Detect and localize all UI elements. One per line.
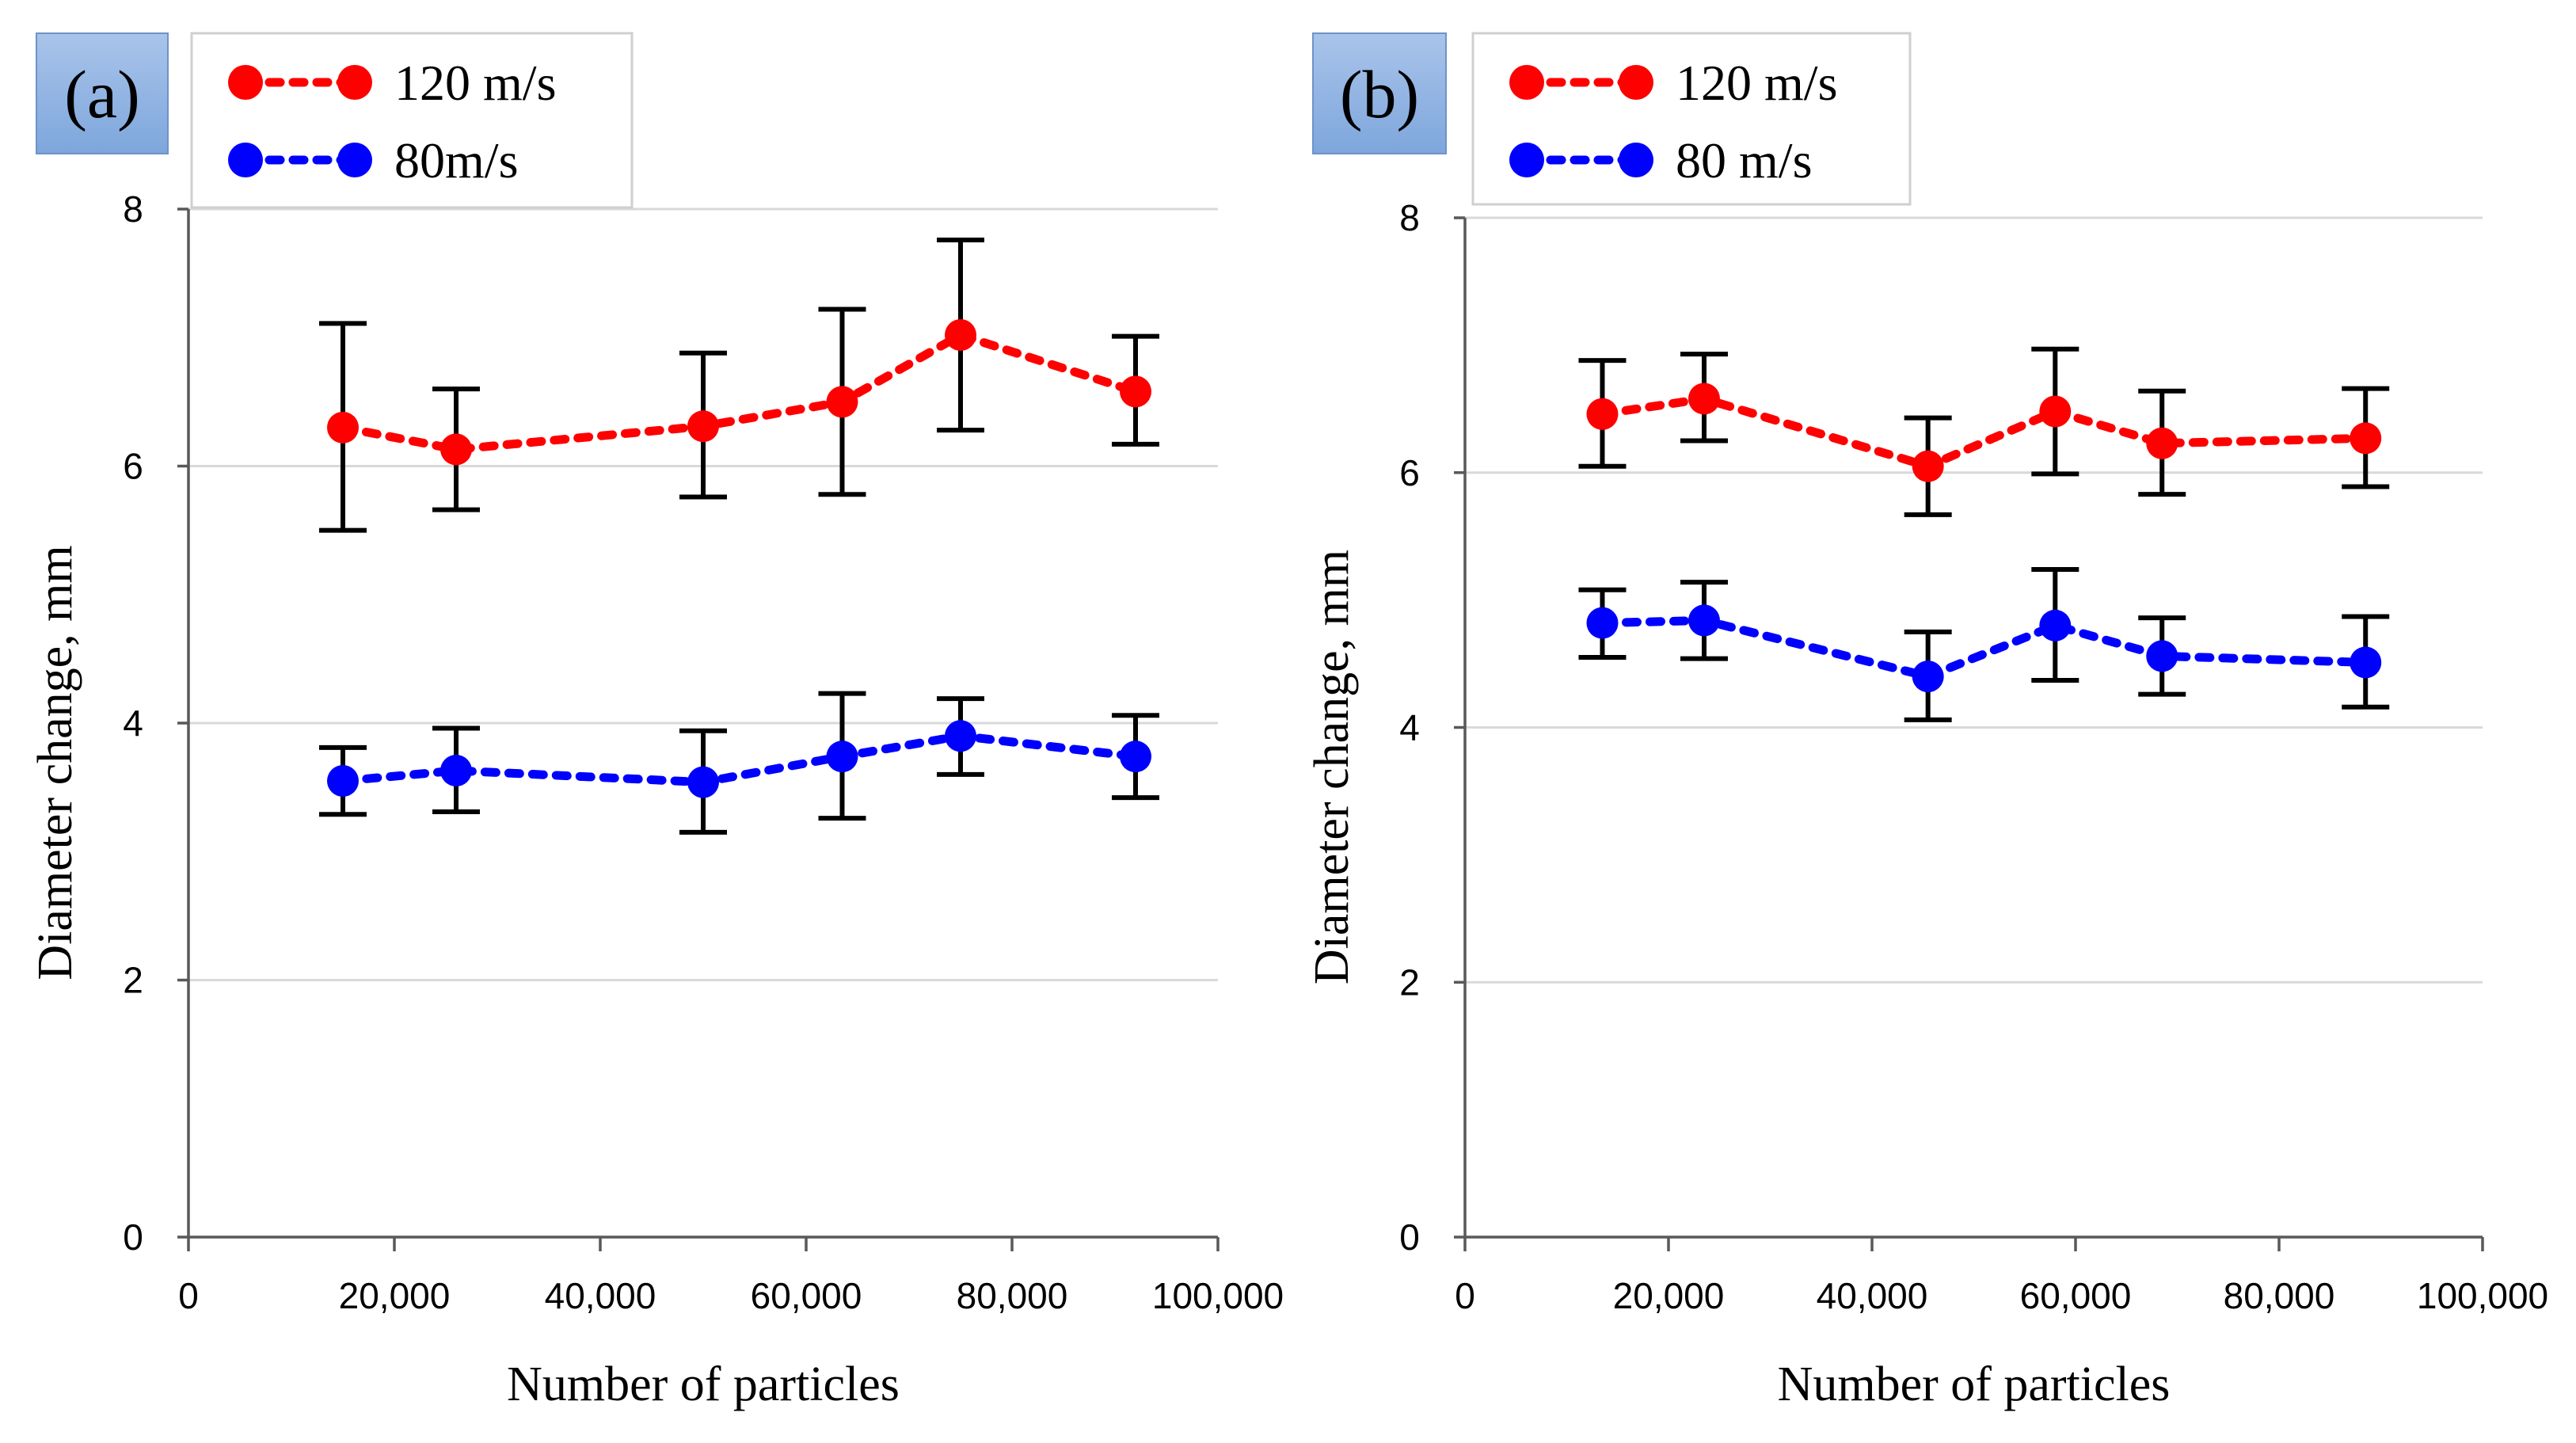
data-point <box>1688 383 1720 415</box>
legend: 120 m/s 80m/s <box>190 32 634 209</box>
series-line <box>338 330 1140 454</box>
data-point <box>2146 427 2178 459</box>
legend-marker <box>1619 65 1653 100</box>
x-axis-title: Number of particles <box>507 1357 900 1411</box>
legend-box <box>190 32 634 209</box>
legend-marker <box>1619 143 1653 177</box>
legend-marker <box>1509 143 1544 177</box>
y-tick-label: 0 <box>123 1216 143 1258</box>
x-tick-label: 0 <box>178 1275 199 1316</box>
data-point <box>327 411 359 444</box>
legend-label: 80 m/s <box>1676 132 1812 188</box>
data-point <box>945 319 976 352</box>
legend-box <box>1471 32 1912 206</box>
x-tick-label: 0 <box>1455 1275 1475 1316</box>
y-tick-label: 0 <box>1399 1216 1420 1258</box>
y-tick-label: 2 <box>1399 961 1420 1003</box>
x-tick-label: 60,000 <box>2020 1275 2132 1316</box>
panel-label-background <box>1312 32 1447 154</box>
data-point <box>687 766 719 798</box>
legend-entry: 120 m/s <box>228 55 556 111</box>
data-point <box>826 386 858 418</box>
legend: 120 m/s 80 m/s <box>1471 32 1912 206</box>
panel-label-box: (a) <box>36 32 169 154</box>
series-80 <box>1578 567 2390 722</box>
legend-marker <box>337 65 372 100</box>
legend-entry: 80 m/s <box>1509 132 1812 188</box>
chart-panel-a: 0 2 4 6 8 0 20,000 40,000 60,000 80,000 100,000 Num… <box>29 32 1284 1411</box>
legend-label: 120 m/s <box>1676 55 1837 111</box>
data-point <box>1586 398 1619 430</box>
x-tick-label: 80,000 <box>957 1275 1068 1316</box>
data-point <box>2146 640 2178 672</box>
data-point <box>687 410 719 443</box>
data-point <box>2039 395 2072 428</box>
x-tick-label: 20,000 <box>1613 1275 1725 1316</box>
x-tick-label: 40,000 <box>1817 1275 1928 1316</box>
x-tick-label: 40,000 <box>545 1275 656 1316</box>
data-point <box>327 765 359 798</box>
data-point <box>1912 661 1944 693</box>
series-line <box>338 731 1140 787</box>
data-point <box>1912 450 1944 482</box>
legend-label: 80m/s <box>394 132 518 188</box>
y-axis-title: Diameter change, mm <box>1305 550 1359 984</box>
data-point <box>1120 741 1151 773</box>
legend-entry: 80m/s <box>228 132 518 188</box>
x-tick-label: 60,000 <box>751 1275 862 1316</box>
data-point <box>2039 609 2072 642</box>
y-tick-label: 8 <box>1399 197 1420 238</box>
legend-marker <box>228 143 263 177</box>
series-120 <box>319 237 1159 533</box>
x-tick-label: 100,000 <box>2417 1275 2548 1316</box>
data-point <box>440 433 472 466</box>
legend-marker <box>228 65 263 100</box>
data-point <box>1688 604 1720 637</box>
series-120 <box>1578 346 2390 517</box>
legend-marker <box>337 143 372 177</box>
data-point <box>440 755 472 787</box>
panel-label-background <box>36 32 169 154</box>
series-line <box>1597 394 2370 471</box>
y-axis-title: Diameter change, mm <box>29 545 82 980</box>
data-point <box>1586 607 1619 639</box>
data-point <box>1120 375 1151 408</box>
panel-label: (b) <box>1340 56 1419 132</box>
series-line <box>1597 615 2370 681</box>
y-tick-label: 2 <box>123 960 143 1001</box>
x-axis-title: Number of particles <box>1778 1357 2171 1411</box>
data-point <box>826 741 858 773</box>
series-80 <box>319 691 1159 835</box>
data-point <box>945 720 976 752</box>
y-tick-label: 6 <box>123 446 143 487</box>
x-tick-label: 80,000 <box>2224 1275 2335 1316</box>
y-tick-label: 6 <box>1399 452 1420 493</box>
panel-label: (a) <box>64 56 139 132</box>
y-tick-label: 4 <box>1399 707 1420 748</box>
chart-panel-b: 0 2 4 6 8 0 20,000 40,000 60,000 80,000 100,000 Num… <box>1305 32 2548 1411</box>
x-tick-label: 20,000 <box>339 1275 451 1316</box>
legend-marker <box>1509 65 1544 100</box>
legend-label: 120 m/s <box>394 55 556 111</box>
data-point <box>2350 646 2382 679</box>
x-tick-label: 100,000 <box>1152 1275 1284 1316</box>
y-tick-label: 8 <box>123 188 143 230</box>
panel-label-box: (b) <box>1312 32 1447 154</box>
y-tick-label: 4 <box>123 702 143 744</box>
data-point <box>2350 422 2382 455</box>
legend-entry: 120 m/s <box>1509 55 1837 111</box>
